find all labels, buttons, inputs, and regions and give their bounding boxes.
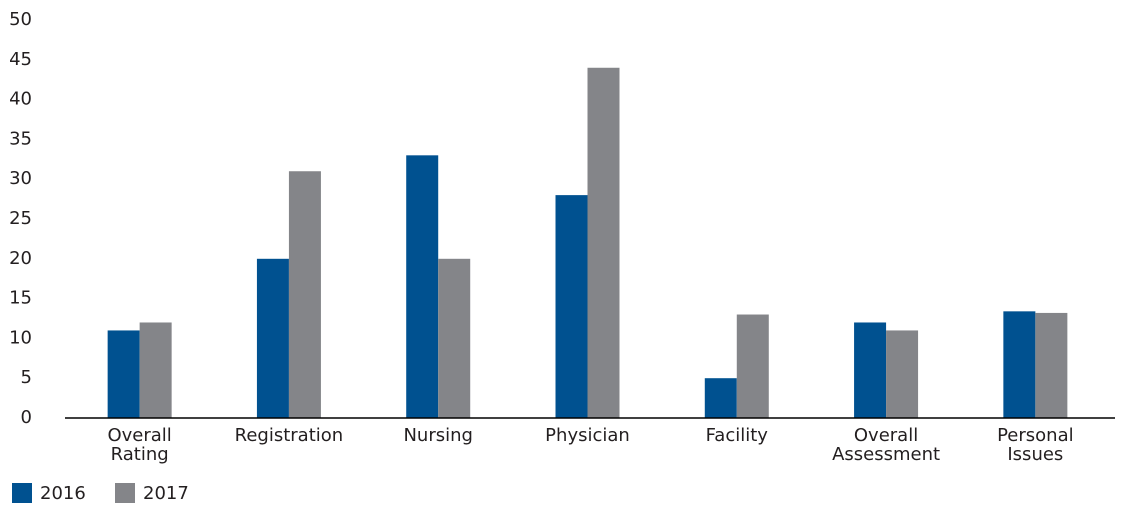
legend-label: 2016 [40,483,86,504]
x-tick-label: Registration [234,425,344,446]
x-tick-label: Personal Issues [997,425,1074,465]
y-tick-label: 10 [9,327,32,348]
bar [736,314,769,418]
legend-label: 2017 [143,483,189,504]
y-tick-label: 15 [9,288,32,309]
y-tick-label: 20 [9,248,32,269]
bar [107,330,140,418]
legend-swatch [115,483,135,503]
bar [555,195,588,418]
y-tick-label: 5 [21,367,32,388]
y-tick-label: 40 [9,89,32,110]
y-tick-label: 25 [9,208,32,229]
bar [288,171,321,418]
bar [854,322,887,418]
y-tick-label: 45 [9,49,32,70]
bar [1035,312,1068,418]
bar [256,258,289,418]
x-tick-label: Overall Assessment [832,425,941,465]
bar [886,330,919,418]
bar [587,67,620,418]
legend-swatch [12,483,32,503]
y-tick-label: 0 [21,407,32,428]
x-tick-label: Nursing [403,425,473,446]
bar [406,155,439,418]
bar [1003,311,1036,418]
x-tick-label: Physician [545,425,630,446]
x-tick-label: Overall Rating [107,425,172,465]
bar [704,378,737,418]
x-tick-label: Facility [705,425,768,446]
y-tick-label: 30 [9,168,32,189]
bar [139,322,172,418]
y-tick-label: 35 [9,128,32,149]
bar [438,258,471,418]
y-tick-label: 50 [9,9,32,30]
